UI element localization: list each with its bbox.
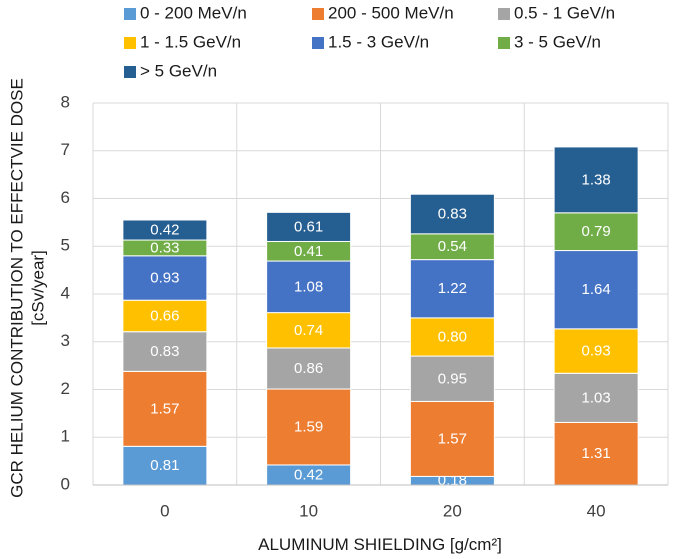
bar-segment <box>553 421 639 486</box>
y-tick-label: 8 <box>61 92 70 111</box>
data-label: 0.74 <box>294 322 323 339</box>
data-label: 0.42 <box>150 222 179 239</box>
x-tick-label: 20 <box>443 501 462 520</box>
bar-segment <box>122 445 208 486</box>
legend-label: 200 - 500 MeV/n <box>328 3 454 22</box>
y-tick-label: 1 <box>61 427 70 446</box>
legend-label: 0 - 200 MeV/n <box>140 3 247 22</box>
bar-segment <box>409 317 495 357</box>
data-label: 0.81 <box>150 457 179 474</box>
data-label: 1.59 <box>294 418 323 435</box>
x-tick-label: 40 <box>587 501 606 520</box>
y-tick-label: 2 <box>61 379 70 398</box>
data-label: 0.54 <box>438 238 467 255</box>
y-tick-label: 5 <box>61 236 70 255</box>
legend: 0 - 200 MeV/n 200 - 500 MeV/n 0.5 - 1 GeV/… <box>124 3 615 80</box>
bar-segment <box>409 259 495 319</box>
bar-segment <box>409 193 495 235</box>
y-axis-title-group: GCR HELIUM CONTRIBUTION TO EFFECTVIE DOS… <box>7 78 47 498</box>
legend-swatch <box>498 37 510 49</box>
bars: 0.811.570.830.660.930.330.420.421.590.86… <box>122 146 639 489</box>
x-tick-label: 10 <box>299 501 318 520</box>
data-label: 0.86 <box>294 360 323 377</box>
y-tick-label: 7 <box>61 140 70 159</box>
data-label: 1.57 <box>438 430 467 447</box>
y-tick-label: 4 <box>61 283 70 302</box>
legend-label: 1 - 1.5 GeV/n <box>140 32 241 51</box>
x-tick-label: 0 <box>160 501 169 520</box>
bar-segment <box>409 233 495 261</box>
legend-swatch <box>124 8 136 20</box>
legend-swatch <box>312 8 324 20</box>
data-label: 1.38 <box>582 171 611 188</box>
data-label: 1.64 <box>582 281 611 298</box>
bar-segment <box>266 312 352 349</box>
legend-label: > 5 GeV/n <box>140 61 217 80</box>
data-label: 0.95 <box>438 370 467 387</box>
legend-swatch <box>124 37 136 49</box>
data-label: 0.41 <box>294 243 323 260</box>
legend-swatch <box>124 66 136 78</box>
data-label: 1.31 <box>582 445 611 462</box>
bar-segment <box>553 146 639 214</box>
y-tick-label: 0 <box>61 474 70 493</box>
bar-segment <box>266 388 352 466</box>
y-tick-label: 3 <box>61 331 70 350</box>
data-label: 0.80 <box>438 328 467 345</box>
legend-swatch <box>498 8 510 20</box>
bar-segment <box>122 299 208 333</box>
bar-segment <box>122 255 208 301</box>
y-axis-title-line1: GCR HELIUM CONTRIBUTION TO EFFECTVIE DOS… <box>7 78 26 498</box>
bar-segment <box>122 370 208 447</box>
data-label: 0.83 <box>150 343 179 360</box>
bar-segment <box>409 355 495 402</box>
legend-swatch <box>312 37 324 49</box>
x-axis-title: ALUMINUM SHIELDING [g/cm²] <box>258 535 502 554</box>
data-label: 0.93 <box>150 270 179 287</box>
bar-segment <box>266 211 352 242</box>
data-label: 1.57 <box>150 400 179 417</box>
data-label: 1.03 <box>582 389 611 406</box>
bar-segment <box>266 347 352 390</box>
data-label: 0.79 <box>582 223 611 240</box>
data-label: 0.33 <box>150 239 179 256</box>
bar-segment <box>122 219 208 241</box>
bar-segment <box>409 400 495 477</box>
bar-segment <box>266 260 352 314</box>
data-label: 0.61 <box>294 218 323 235</box>
data-label: 1.22 <box>438 280 467 297</box>
y-axis-ticks: 0 1 2 3 4 5 6 7 8 <box>61 92 70 493</box>
bar-segment <box>553 250 639 330</box>
legend-label: 0.5 - 1 GeV/n <box>514 3 615 22</box>
data-label: 0.93 <box>582 343 611 360</box>
data-label: 0.83 <box>438 206 467 223</box>
legend-label: 3 - 5 GeV/n <box>514 32 601 51</box>
data-label: 1.08 <box>294 278 323 295</box>
y-tick-label: 6 <box>61 188 70 207</box>
x-axis-ticks: 0 10 20 40 <box>160 501 605 520</box>
y-axis-title-line2: [cSv/year] <box>28 250 47 326</box>
legend-label: 1.5 - 3 GeV/n <box>328 32 429 51</box>
data-label: 0.66 <box>150 307 179 324</box>
bar-segment <box>122 331 208 372</box>
data-label: 0.42 <box>294 466 323 483</box>
